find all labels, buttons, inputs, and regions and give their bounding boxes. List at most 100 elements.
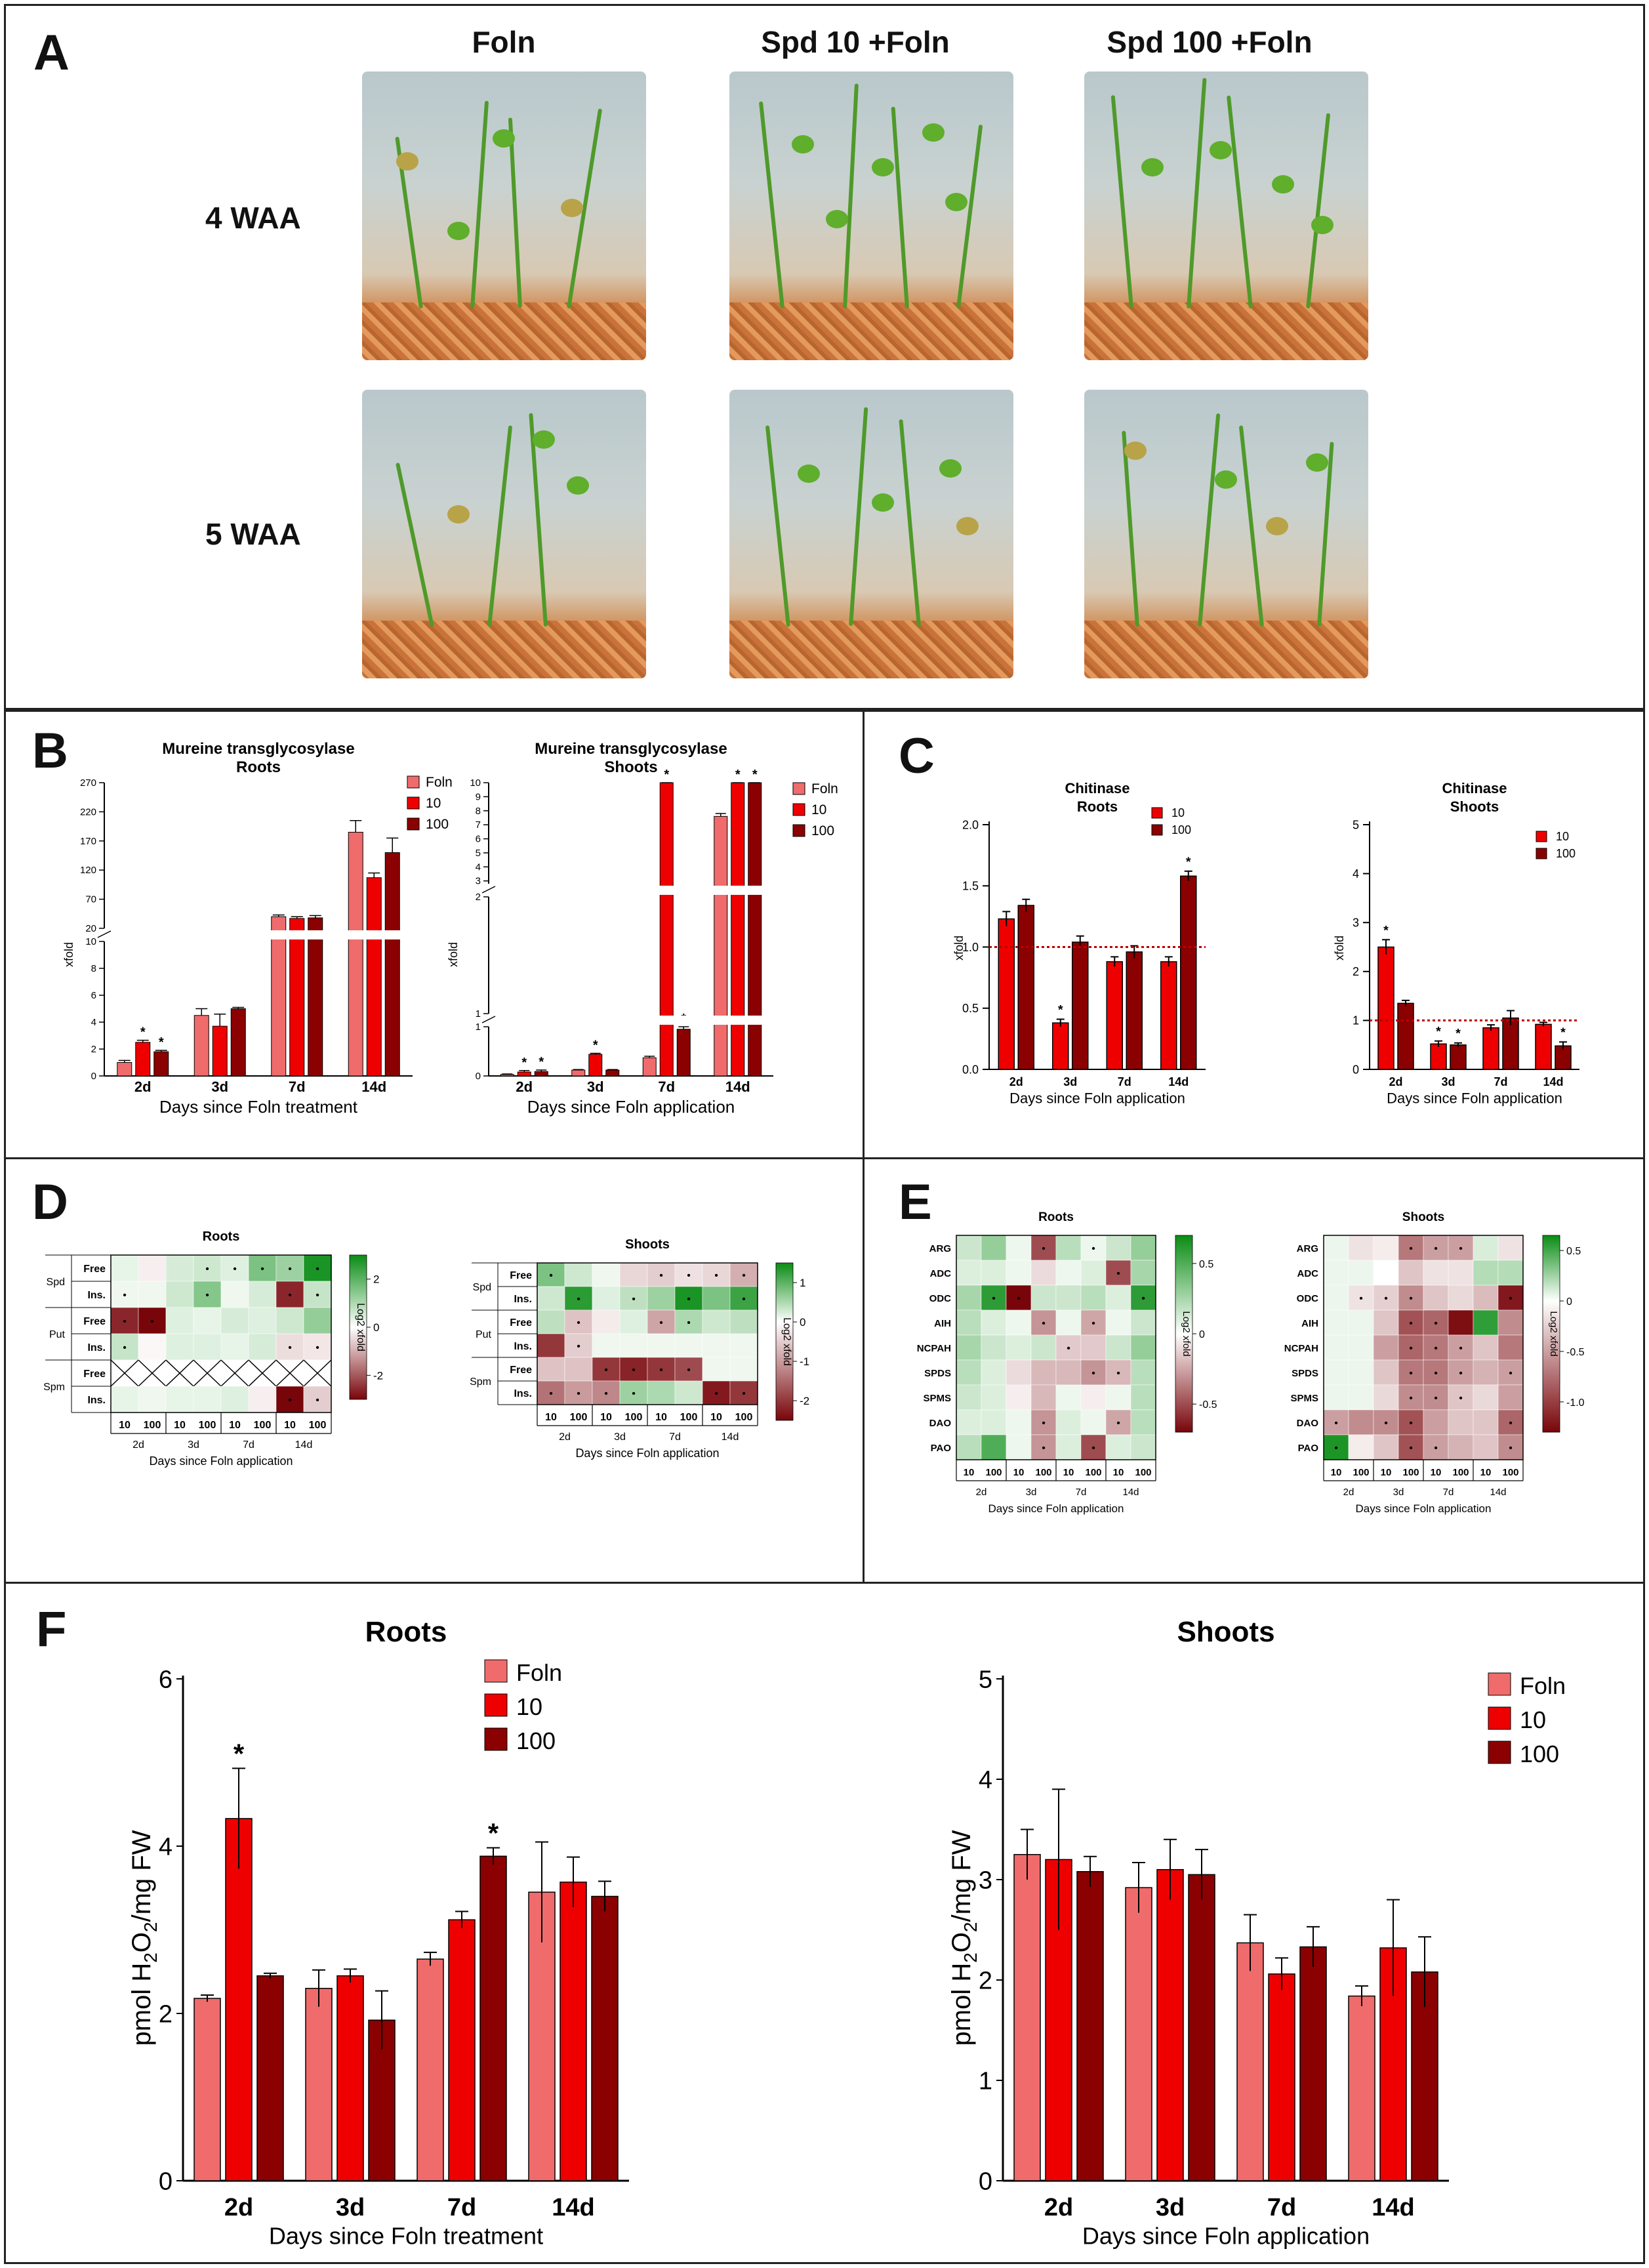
heatmap-cell xyxy=(537,1380,565,1405)
significance-dot: • xyxy=(1434,1368,1438,1379)
x-tick-label: 3d xyxy=(587,1079,604,1095)
heatmap-cell xyxy=(1323,1260,1349,1286)
legend-swatch xyxy=(407,775,420,789)
heatmap-cell xyxy=(1373,1434,1399,1460)
x-axis-label: Days since Foln treatment xyxy=(269,2222,543,2249)
heatmap-cell xyxy=(1030,1235,1057,1261)
heatmap-cell xyxy=(702,1333,731,1358)
panel-d: D • • • • • • • • • • • • • • • • 10 100 10 100 10 100 10 100 2d… xyxy=(4,1157,865,1584)
significance-dot: • xyxy=(1409,1418,1413,1429)
legend-swatch xyxy=(792,803,805,816)
heatmap-cell xyxy=(1055,1285,1082,1311)
group-label: Spm xyxy=(43,1382,65,1393)
bar xyxy=(153,1051,169,1077)
column-label: 10 xyxy=(119,1420,131,1431)
day-label: 3d xyxy=(1393,1487,1404,1498)
heatmap-cell xyxy=(956,1260,982,1286)
chart-c-shoots: 0 1 2 3 4 5 2d * 3d * * 7d 14d * Chitinase Days since F… xyxy=(1333,780,1579,1107)
heatmap-cell xyxy=(1130,1235,1156,1261)
y-tick-label: 1.5 xyxy=(962,880,979,893)
bar xyxy=(479,1855,507,2181)
heatmap-cell xyxy=(1348,1409,1374,1435)
significance-dot: • xyxy=(316,1395,319,1406)
heatmap-cell xyxy=(537,1309,565,1334)
heatmap-cell xyxy=(619,1262,648,1287)
significance-dot: • xyxy=(1042,1443,1046,1454)
x-tick-label: 14d xyxy=(361,1079,386,1095)
heatmap-cell xyxy=(1473,1260,1499,1286)
significance-dot: • xyxy=(260,1264,264,1275)
bar xyxy=(1299,1946,1327,2181)
legend-label: 100 xyxy=(516,1727,556,1754)
y-tick-label: 6 xyxy=(159,1666,173,1693)
y-tick-label: 10 xyxy=(85,936,96,947)
y-tick-label: 220 xyxy=(80,806,96,817)
heatmap-cell xyxy=(956,1334,982,1361)
chart-f-shoots: 0 1 2 3 4 5 2d 3d 7d 14d Shoots Days since Foln app… xyxy=(947,1616,1566,2249)
heatmap-cell xyxy=(981,1235,1007,1261)
legend-label: 100 xyxy=(1556,847,1576,860)
photo-spd10-4waa xyxy=(729,72,1013,360)
colorbar-tick-label: 2 xyxy=(373,1273,379,1286)
heatmap-cell xyxy=(981,1309,1007,1336)
significance-dot: • xyxy=(1334,1418,1338,1429)
bar xyxy=(1180,875,1197,1070)
bar xyxy=(1397,1002,1414,1070)
bar xyxy=(1482,1027,1499,1070)
x-tick-label: 14d xyxy=(552,2194,594,2221)
row-label: Free xyxy=(83,1369,106,1380)
column-label: 10 xyxy=(174,1420,186,1431)
heatmap-cell xyxy=(956,1285,982,1311)
colorbar-tick-label: -0.5 xyxy=(1566,1347,1585,1358)
colorbar-tick-label: 0 xyxy=(800,1316,805,1329)
column-label: 100 xyxy=(735,1412,753,1423)
row-label: SPMS xyxy=(923,1393,951,1404)
heatmap-cell xyxy=(564,1333,593,1358)
x-tick-label: 2d xyxy=(224,2194,253,2221)
panel-a: A Foln Spd 10 +Foln Spd 100 +Foln 4 WAA … xyxy=(4,4,1645,710)
colorbar-tick-label: 0.5 xyxy=(1199,1259,1213,1270)
y-axis-label: xfold xyxy=(447,942,460,967)
y-tick-label: 6 xyxy=(476,834,481,845)
group-label: Put xyxy=(476,1329,492,1340)
day-label: 7d xyxy=(669,1432,681,1443)
heatmap-cell xyxy=(1448,1285,1474,1311)
heatmap-cell xyxy=(1448,1260,1474,1286)
legend-label: Foln xyxy=(426,775,453,790)
heatmap-cell xyxy=(981,1409,1007,1435)
bar xyxy=(1377,946,1395,1070)
legend-swatch xyxy=(1488,1741,1511,1764)
legend-swatch xyxy=(484,1727,508,1751)
heatmap-cell xyxy=(674,1357,703,1382)
significance-dot: • xyxy=(1434,1393,1438,1404)
significance-star: * xyxy=(593,1039,598,1053)
legend-label: 100 xyxy=(1520,1741,1559,1767)
significance-dot: • xyxy=(742,1388,746,1399)
legend-label: 10 xyxy=(1556,830,1569,843)
heatmap-cell xyxy=(647,1262,676,1287)
panel-b: B 0 2 4 6 8 10 20 70 120 170 220 270 2d * * 3d 7d 14d Mure… xyxy=(4,710,865,1159)
heatmap-cell xyxy=(303,1281,332,1308)
row-label: ARG xyxy=(1297,1243,1318,1254)
significance-dot: • xyxy=(1459,1243,1463,1254)
heatmap-cell xyxy=(674,1286,703,1311)
heatmap-cell xyxy=(165,1386,194,1413)
heatmap-cell xyxy=(248,1333,277,1361)
heatmap-cell xyxy=(110,1333,139,1361)
significance-dot: • xyxy=(1091,1368,1095,1379)
heatmap-cell xyxy=(1080,1334,1107,1361)
row-label: PAO xyxy=(931,1443,952,1454)
day-label: 14d xyxy=(722,1432,739,1443)
bar xyxy=(448,1919,476,2181)
significance-dot: • xyxy=(577,1341,580,1352)
significance-dot: • xyxy=(1434,1343,1438,1354)
y-axis-label: xfold xyxy=(952,936,966,960)
x-axis-label: Days since Foln application xyxy=(1387,1090,1562,1107)
bar xyxy=(731,782,745,1077)
panel-b-label: B xyxy=(32,723,68,779)
colorbar-tick-label: -0.5 xyxy=(1199,1399,1217,1411)
bar xyxy=(366,877,382,1077)
bar xyxy=(560,1882,587,2181)
heatmap-cell xyxy=(1130,1334,1156,1361)
heatmap-cell xyxy=(110,1386,139,1413)
